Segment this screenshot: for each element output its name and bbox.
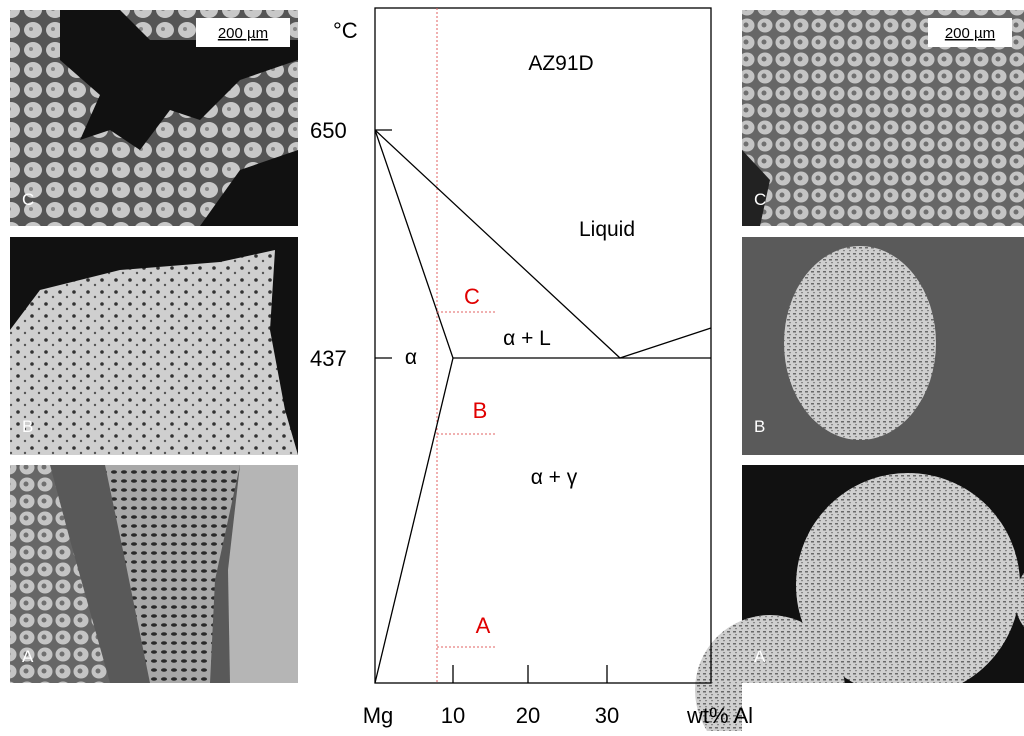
x-label: 10 bbox=[441, 703, 465, 728]
scale-bar: 200 µm bbox=[945, 25, 995, 42]
title: AZ91D bbox=[528, 52, 593, 75]
region-label: α + L bbox=[503, 327, 551, 350]
panel-label: B bbox=[754, 417, 765, 436]
y-unit: °C bbox=[333, 18, 358, 43]
x-label: Mg bbox=[363, 703, 394, 728]
panel-label: B bbox=[22, 417, 33, 436]
sample-label: A bbox=[476, 613, 491, 638]
x-label: 20 bbox=[516, 703, 540, 728]
region-label: α + γ bbox=[531, 466, 578, 489]
sample-label: C bbox=[464, 284, 480, 309]
diagram-labels: °C 650 437 AZ91D Liquid α + L α α + γ C … bbox=[310, 18, 753, 728]
figure: 200 µm C B A 200 µm C B A bbox=[0, 0, 1024, 731]
panel-label: A bbox=[754, 647, 766, 666]
left-micrographs: 200 µm C B A bbox=[10, 10, 298, 683]
panel-label: C bbox=[754, 190, 766, 209]
x-label: 30 bbox=[595, 703, 619, 728]
right-micrographs: 200 µm C B A bbox=[695, 10, 1024, 731]
panel-label: A bbox=[22, 647, 34, 666]
sample-label: B bbox=[473, 398, 488, 423]
scale-bar: 200 µm bbox=[218, 25, 268, 42]
region-label: α bbox=[405, 346, 417, 369]
solidus-solvus bbox=[375, 130, 453, 683]
y-tick-label: 650 bbox=[310, 118, 347, 143]
liquidus bbox=[375, 130, 711, 358]
micrograph bbox=[784, 246, 936, 440]
panel-label: C bbox=[22, 190, 34, 209]
y-tick-label: 437 bbox=[310, 346, 347, 371]
x-label: wt% Al bbox=[686, 703, 753, 728]
micrograph bbox=[228, 465, 298, 683]
region-label: Liquid bbox=[579, 218, 635, 241]
